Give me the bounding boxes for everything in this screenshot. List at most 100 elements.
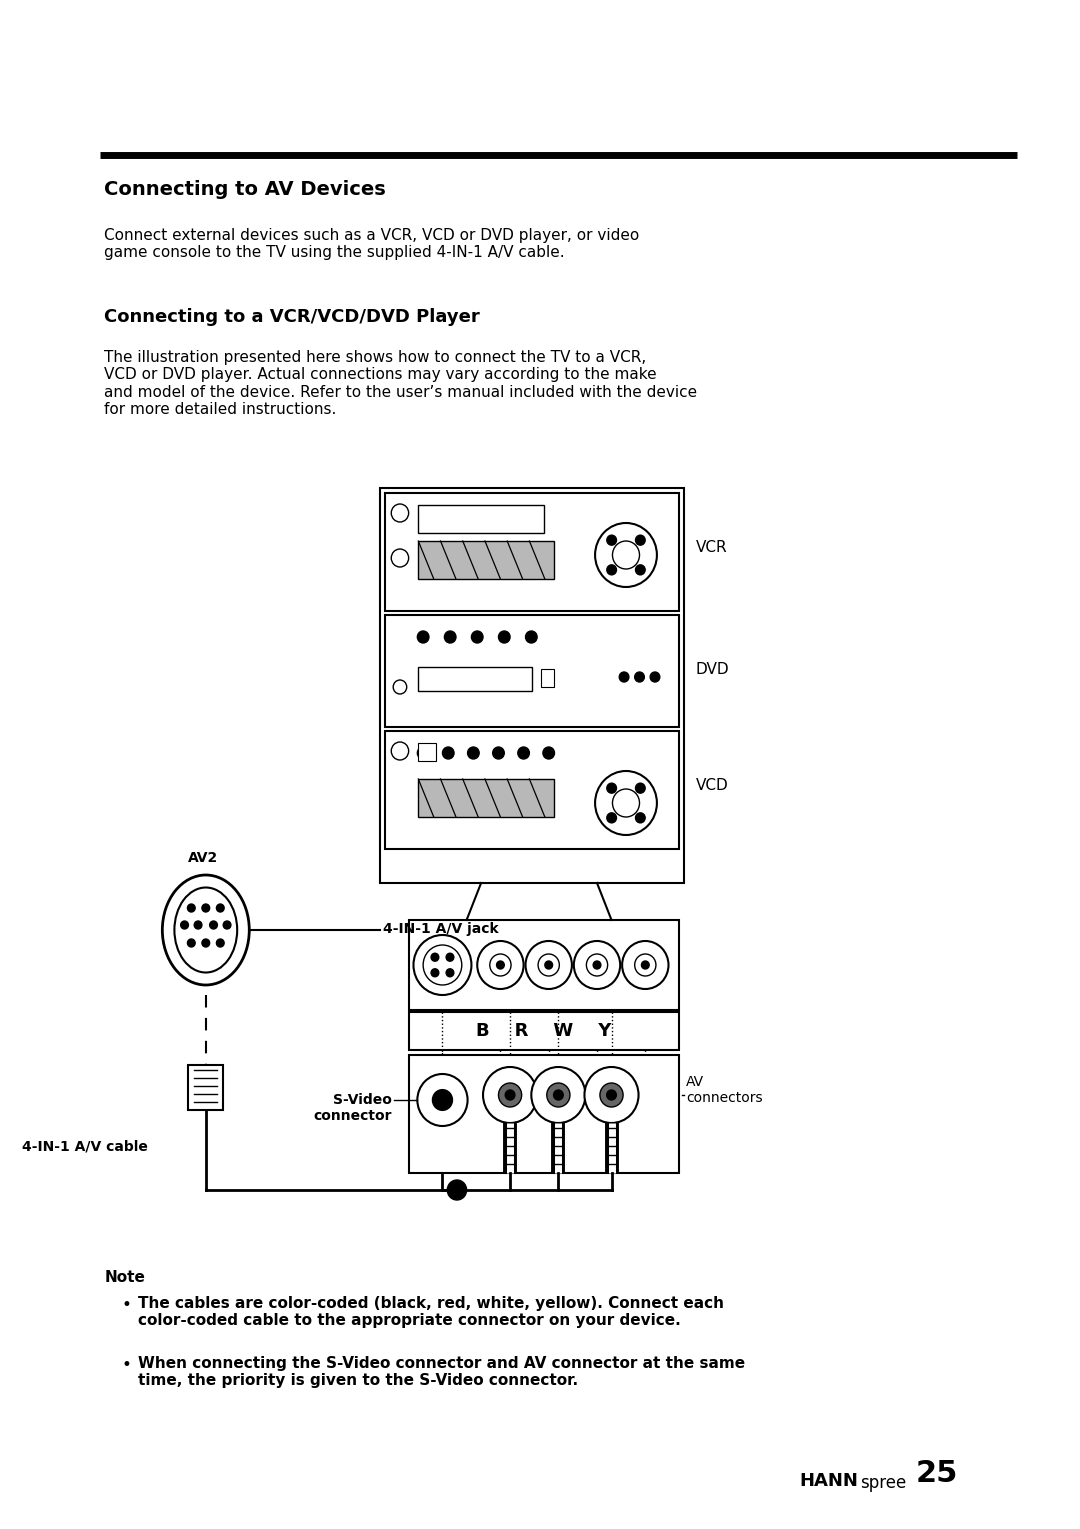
Circle shape — [607, 783, 617, 794]
Circle shape — [595, 523, 657, 587]
Circle shape — [391, 549, 408, 567]
Circle shape — [650, 673, 660, 682]
Circle shape — [216, 904, 225, 911]
Text: The cables are color-coded (black, red, white, yellow). Connect each
color-coded: The cables are color-coded (black, red, … — [138, 1297, 725, 1329]
Circle shape — [414, 936, 472, 995]
Circle shape — [446, 969, 454, 977]
Circle shape — [607, 1090, 617, 1099]
Circle shape — [546, 1083, 570, 1107]
Text: The illustration presented here shows how to connect the TV to a VCR,
VCD or DVD: The illustration presented here shows ho… — [105, 350, 698, 417]
Circle shape — [531, 1067, 585, 1122]
Circle shape — [595, 771, 657, 835]
Bar — [418, 541, 554, 579]
Circle shape — [423, 945, 462, 985]
Circle shape — [224, 920, 231, 930]
Circle shape — [188, 904, 195, 911]
Circle shape — [433, 1090, 453, 1110]
Circle shape — [538, 954, 559, 976]
Bar — [418, 778, 554, 816]
Text: DVD: DVD — [696, 662, 729, 677]
Bar — [418, 743, 435, 761]
Ellipse shape — [162, 875, 249, 985]
Circle shape — [468, 748, 480, 758]
Bar — [418, 667, 532, 691]
Circle shape — [417, 1073, 468, 1125]
Text: Note: Note — [105, 1271, 145, 1284]
Bar — [408, 1012, 679, 1050]
Circle shape — [607, 813, 617, 823]
Circle shape — [526, 631, 537, 644]
Text: spree: spree — [860, 1474, 906, 1492]
Circle shape — [635, 535, 645, 546]
Text: 4-IN-1 A/V jack: 4-IN-1 A/V jack — [382, 922, 498, 936]
Text: Connecting to AV Devices: Connecting to AV Devices — [105, 180, 387, 199]
Circle shape — [635, 813, 645, 823]
Circle shape — [554, 1090, 563, 1099]
Circle shape — [505, 1090, 515, 1099]
Circle shape — [446, 953, 454, 962]
Circle shape — [599, 1083, 623, 1107]
Circle shape — [202, 904, 210, 911]
Circle shape — [499, 631, 510, 644]
Circle shape — [210, 920, 217, 930]
Circle shape — [391, 505, 408, 521]
Circle shape — [391, 742, 408, 760]
Circle shape — [202, 939, 210, 946]
Circle shape — [472, 631, 483, 644]
Text: When connecting the S-Video connector and AV connector at the same
time, the pri: When connecting the S-Video connector an… — [138, 1356, 745, 1388]
Bar — [384, 492, 679, 612]
Text: Connect external devices such as a VCR, VCD or DVD player, or video
game console: Connect external devices such as a VCR, … — [105, 228, 639, 260]
Circle shape — [573, 940, 620, 989]
Circle shape — [607, 535, 617, 546]
Circle shape — [393, 680, 407, 694]
Circle shape — [216, 939, 225, 946]
Circle shape — [492, 748, 504, 758]
Circle shape — [593, 962, 600, 969]
Text: AV2: AV2 — [188, 852, 218, 865]
Circle shape — [444, 631, 456, 644]
Circle shape — [584, 1067, 638, 1122]
Bar — [384, 615, 679, 726]
Text: •: • — [122, 1356, 132, 1375]
Circle shape — [544, 962, 553, 969]
Circle shape — [443, 748, 454, 758]
Circle shape — [417, 748, 429, 758]
Text: VCD: VCD — [696, 778, 728, 794]
Circle shape — [619, 673, 629, 682]
Circle shape — [622, 940, 669, 989]
Bar — [384, 731, 679, 849]
Circle shape — [586, 954, 608, 976]
Bar — [408, 1055, 679, 1173]
Bar — [380, 488, 684, 884]
Circle shape — [431, 953, 438, 962]
Circle shape — [431, 969, 438, 977]
Text: HANN: HANN — [800, 1472, 859, 1489]
Text: AV
connectors: AV connectors — [686, 1075, 762, 1105]
Circle shape — [635, 954, 656, 976]
Text: Connecting to a VCR/VCD/DVD Player: Connecting to a VCR/VCD/DVD Player — [105, 307, 481, 326]
Circle shape — [483, 1067, 537, 1122]
Circle shape — [499, 1083, 522, 1107]
Circle shape — [635, 783, 645, 794]
Circle shape — [194, 920, 202, 930]
Circle shape — [607, 564, 617, 575]
Circle shape — [447, 1180, 467, 1200]
Circle shape — [526, 940, 572, 989]
Bar — [418, 505, 544, 534]
Ellipse shape — [174, 887, 238, 972]
Circle shape — [517, 748, 529, 758]
Circle shape — [543, 748, 554, 758]
Bar — [408, 920, 679, 1011]
Circle shape — [477, 940, 524, 989]
Circle shape — [635, 564, 645, 575]
Text: 4-IN-1 A/V cable: 4-IN-1 A/V cable — [22, 1141, 148, 1154]
Circle shape — [417, 631, 429, 644]
Text: 25: 25 — [916, 1459, 958, 1488]
Circle shape — [497, 962, 504, 969]
Circle shape — [490, 954, 511, 976]
Bar — [188, 1066, 224, 1110]
Text: •: • — [122, 1297, 132, 1313]
Circle shape — [642, 962, 649, 969]
Circle shape — [635, 673, 645, 682]
Text: VCR: VCR — [696, 540, 727, 555]
